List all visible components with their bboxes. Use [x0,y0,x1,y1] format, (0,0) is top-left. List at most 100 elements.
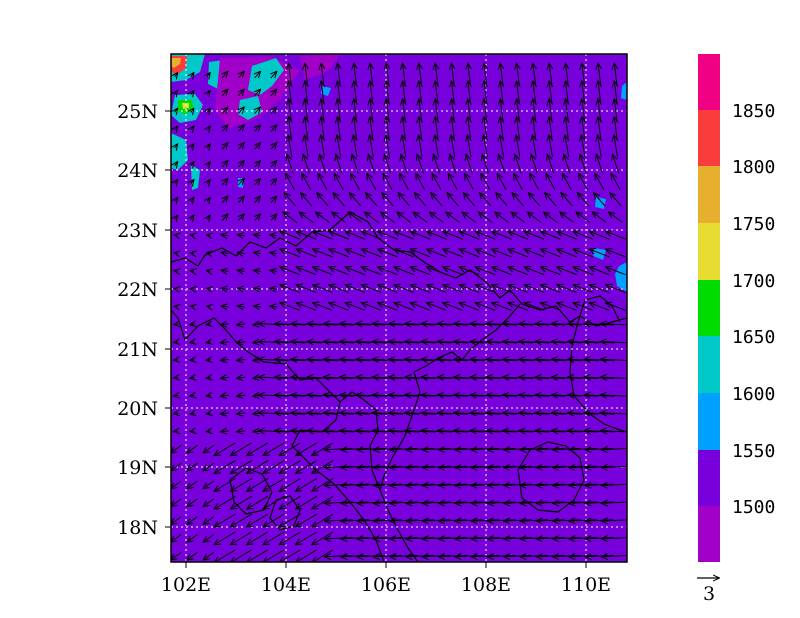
wind-vector [237,360,246,361]
wind-vector [207,431,211,432]
wind-vector [207,288,211,289]
wind-vector [484,64,487,87]
wind-vector [450,155,457,174]
wind-vector [325,555,353,556]
wind-vector [207,73,210,77]
wind-vector [174,324,178,325]
wind-vector [504,466,533,467]
wind-vector [386,81,389,104]
wind-vector [439,520,467,521]
wind-vector [280,460,301,474]
wind-vector [171,444,182,453]
wind-vector [203,444,215,453]
wind-vector [422,395,452,396]
wind-vector [297,267,317,276]
wind-vector [573,303,594,311]
wind-vector [520,555,549,556]
wind-vector [222,161,228,168]
wind-vector [487,359,517,360]
wind-vector [191,216,194,220]
wind-vector [280,549,301,562]
wind-vector [590,231,610,240]
wind-vector [255,179,261,186]
colorbar-swatch-1750 [698,166,720,223]
wind-vector [296,495,318,509]
wind-vector [416,174,426,190]
wind-vector [187,534,198,543]
wind-vector [411,231,431,240]
patch-1550-n3 [238,96,262,120]
wind-vector [356,342,387,343]
wind-vector [435,81,438,104]
wind-vector [297,249,317,258]
wind-vector [573,249,594,258]
wind-vector [537,502,565,503]
wind-vector [598,135,602,157]
wind-vector [581,135,585,157]
wind-vector [289,117,292,140]
patch-1550-e1 [595,197,606,209]
wind-vector [468,117,471,140]
wind-vector [357,484,386,485]
wind-vector [471,555,500,556]
wind-vector [324,324,354,325]
wind-vector [270,253,278,254]
wind-vector [221,413,230,414]
wind-vector [214,478,236,492]
wind-vector [340,395,371,396]
wind-vector [381,212,395,223]
wind-vector [214,442,236,456]
wind-vector [207,342,211,343]
wind-vector [520,502,549,503]
wind-vector [174,395,178,396]
wind-vector [601,395,627,396]
wind-vector [520,448,549,449]
wind-vector [263,531,285,545]
wind-vector [545,193,557,207]
wind-vector [338,64,341,87]
wind-vector [601,431,627,432]
wind-vector [593,212,607,223]
wind-vector [254,235,261,236]
wind-vector [439,502,467,503]
wind-vector [356,377,387,378]
wind-vector [231,549,252,562]
reference-vector-label: 3 [703,583,715,605]
wind-vector [598,117,601,140]
wind-vector [443,231,463,240]
x-tick-labels: 102E 104E 106E 108E 110E [161,574,611,596]
wind-vector [378,285,398,293]
colorbar-label: 1850 [732,101,775,122]
wind-vector [566,99,569,122]
wind-vector [324,395,354,396]
wind-vector [598,81,601,104]
wind-vector [207,378,211,379]
wind-vector [354,117,357,140]
wind-vector [536,431,566,432]
wind-vector [568,324,599,325]
wind-vector [435,135,439,157]
wind-vector [561,193,573,207]
wind-vector [443,285,463,293]
wind-vector [598,64,601,87]
wind-vector [537,448,565,449]
wind-vector [529,193,541,207]
wind-vector [500,64,503,87]
wind-vector [313,285,333,293]
wind-vector [386,99,389,122]
wind-vector [601,324,627,325]
wind-vector [423,448,451,449]
wind-vector [373,324,403,325]
wind-vector [171,534,182,543]
wind-vector [394,267,414,276]
wind-vector [430,212,444,223]
wind-vector [435,117,438,140]
wind-vector [374,448,402,449]
wind-vector [406,466,435,467]
wind-vector [174,235,178,236]
wind-vector [271,90,277,97]
wind-vector [500,135,504,157]
wind-vector [517,81,520,104]
wind-vector [533,99,536,122]
wind-vector [422,359,452,360]
